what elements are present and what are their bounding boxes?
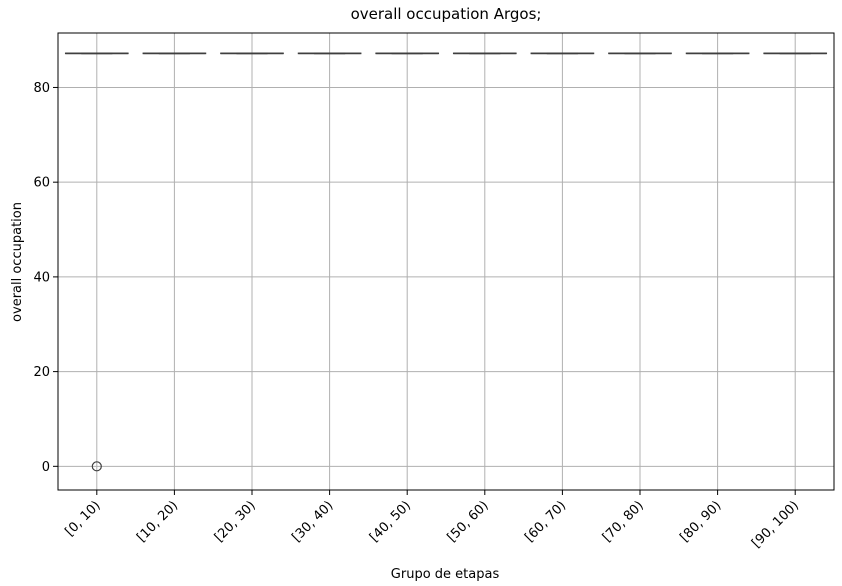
x-tick-label: [80, 90) xyxy=(677,498,724,545)
outlier-point xyxy=(91,461,102,472)
x-tick-label: [60, 70) xyxy=(522,498,569,545)
y-tick-label: 80 xyxy=(33,81,50,96)
x-tick-label: [50, 60) xyxy=(445,498,492,545)
x-tick-label: [20, 30) xyxy=(212,498,259,545)
x-tick-label: [10, 20) xyxy=(134,498,181,545)
x-tick-label: [90, 100) xyxy=(749,498,802,551)
x-axis-label: Grupo de etapas xyxy=(391,567,500,582)
y-axis-label: overall occupation xyxy=(10,202,25,322)
box-marks xyxy=(64,52,828,472)
x-tick-label: [0, 10) xyxy=(62,498,103,539)
axis-frame xyxy=(57,32,835,491)
y-tick-label: 40 xyxy=(33,270,50,285)
tick-layer: 0 20 40 60 80 [0, 10) [10, 20) [20, 30) [30, 40)… xyxy=(33,81,802,551)
grid-layer xyxy=(58,33,834,490)
y-tick-label: 60 xyxy=(33,176,50,191)
y-tick-label: 0 xyxy=(42,460,50,475)
chart-title: overall occupation Argos; xyxy=(351,5,542,23)
x-tick-label: [70, 80) xyxy=(600,498,647,545)
y-tick-label: 20 xyxy=(33,365,50,380)
x-tick-label: [30, 40) xyxy=(289,498,336,545)
x-tick-label: [40, 50) xyxy=(367,498,414,545)
